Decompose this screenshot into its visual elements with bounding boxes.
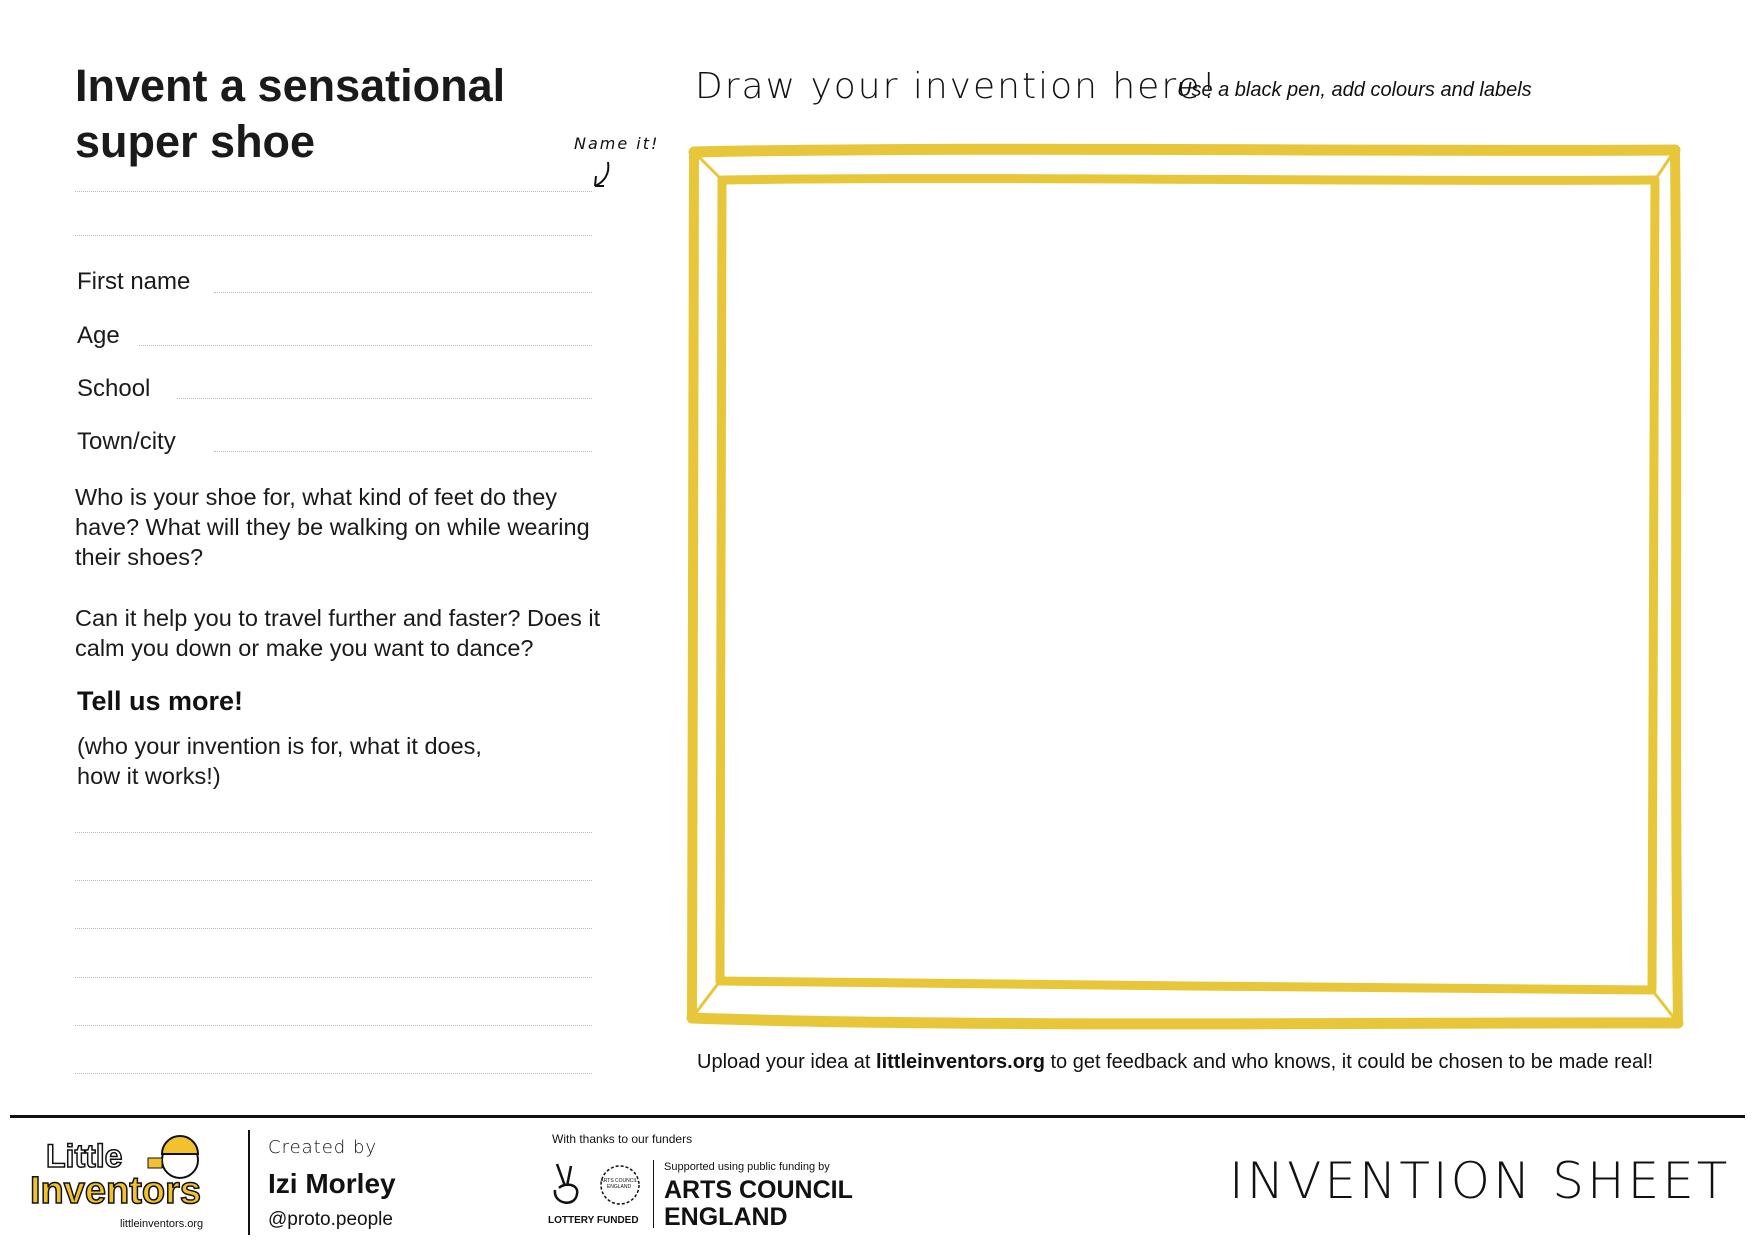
tell-more-heading: Tell us more!	[77, 686, 244, 716]
answer-line[interactable]	[75, 977, 592, 978]
logo-line-2: Inventors	[29, 1169, 202, 1213]
invention-sheet-label: INVENTION SHEET	[1229, 1152, 1731, 1210]
footer-divider	[10, 1115, 1745, 1118]
answer-line[interactable]	[75, 1025, 592, 1026]
funders-separator	[653, 1160, 654, 1228]
lottery-fingers-icon	[553, 1163, 579, 1204]
school-line[interactable]	[177, 398, 592, 399]
upload-text: Upload your idea at littleinventors.org …	[697, 1051, 1653, 1074]
field-label-first-name: First name	[77, 268, 191, 295]
footer-separator	[248, 1130, 250, 1235]
name-line-1[interactable]	[75, 191, 592, 192]
drawing-frame[interactable]	[680, 138, 1690, 1038]
author-handle: @proto.people	[268, 1209, 393, 1230]
answer-line[interactable]	[75, 928, 592, 929]
town-line[interactable]	[214, 451, 592, 452]
field-label-age: Age	[77, 322, 120, 349]
ace-small-text: ARTS COUNCIL ENGLAND	[600, 1178, 638, 1190]
name-line-2[interactable]	[75, 235, 592, 236]
name-it-hint: Name it!	[574, 134, 660, 153]
question-2: Can it help you to travel further and fa…	[75, 605, 601, 661]
upload-before: Upload your idea at	[697, 1051, 877, 1073]
ace-line-2: ENGLAND	[664, 1203, 788, 1231]
arts-council-circle-logo	[600, 1165, 640, 1205]
arrow-icon	[594, 161, 610, 187]
inventor-mascot-icon	[147, 1135, 200, 1179]
upload-after: to get feedback and who knows, it could …	[1044, 1051, 1654, 1073]
question-1: Who is your shoe for, what kind of feet …	[75, 484, 590, 570]
logo-line-1: Little	[45, 1137, 123, 1175]
logo-url: littleinventors.org	[120, 1218, 204, 1230]
lottery-funded: LOTTERY FUNDED	[548, 1215, 639, 1226]
draw-title: Draw your invention here!	[695, 66, 1218, 107]
age-line[interactable]	[139, 345, 592, 346]
little-inventors-logo: Little Inventors littleinventors.org	[28, 1130, 228, 1235]
answer-line[interactable]	[75, 880, 592, 881]
author-name: Izi Morley	[268, 1168, 396, 1199]
created-by: Created by	[268, 1137, 378, 1158]
field-label-town: Town/city	[77, 428, 176, 455]
answer-line[interactable]	[75, 1073, 592, 1074]
field-label-school: School	[77, 375, 151, 402]
funders-thanks: With thanks to our funders	[552, 1132, 693, 1146]
supported-text: Supported using public funding by	[664, 1161, 830, 1173]
draw-hint: Use a black pen, add colours and labels	[1177, 79, 1532, 101]
answer-line[interactable]	[75, 832, 592, 833]
page-title: Invent a sensational super shoe	[75, 60, 506, 167]
ace-line-1: ARTS COUNCIL	[664, 1176, 853, 1204]
tell-more-hint: (who your invention is for, what it does…	[77, 733, 482, 789]
first-name-line[interactable]	[214, 292, 592, 293]
upload-link[interactable]: littleinventors.org	[876, 1051, 1045, 1073]
